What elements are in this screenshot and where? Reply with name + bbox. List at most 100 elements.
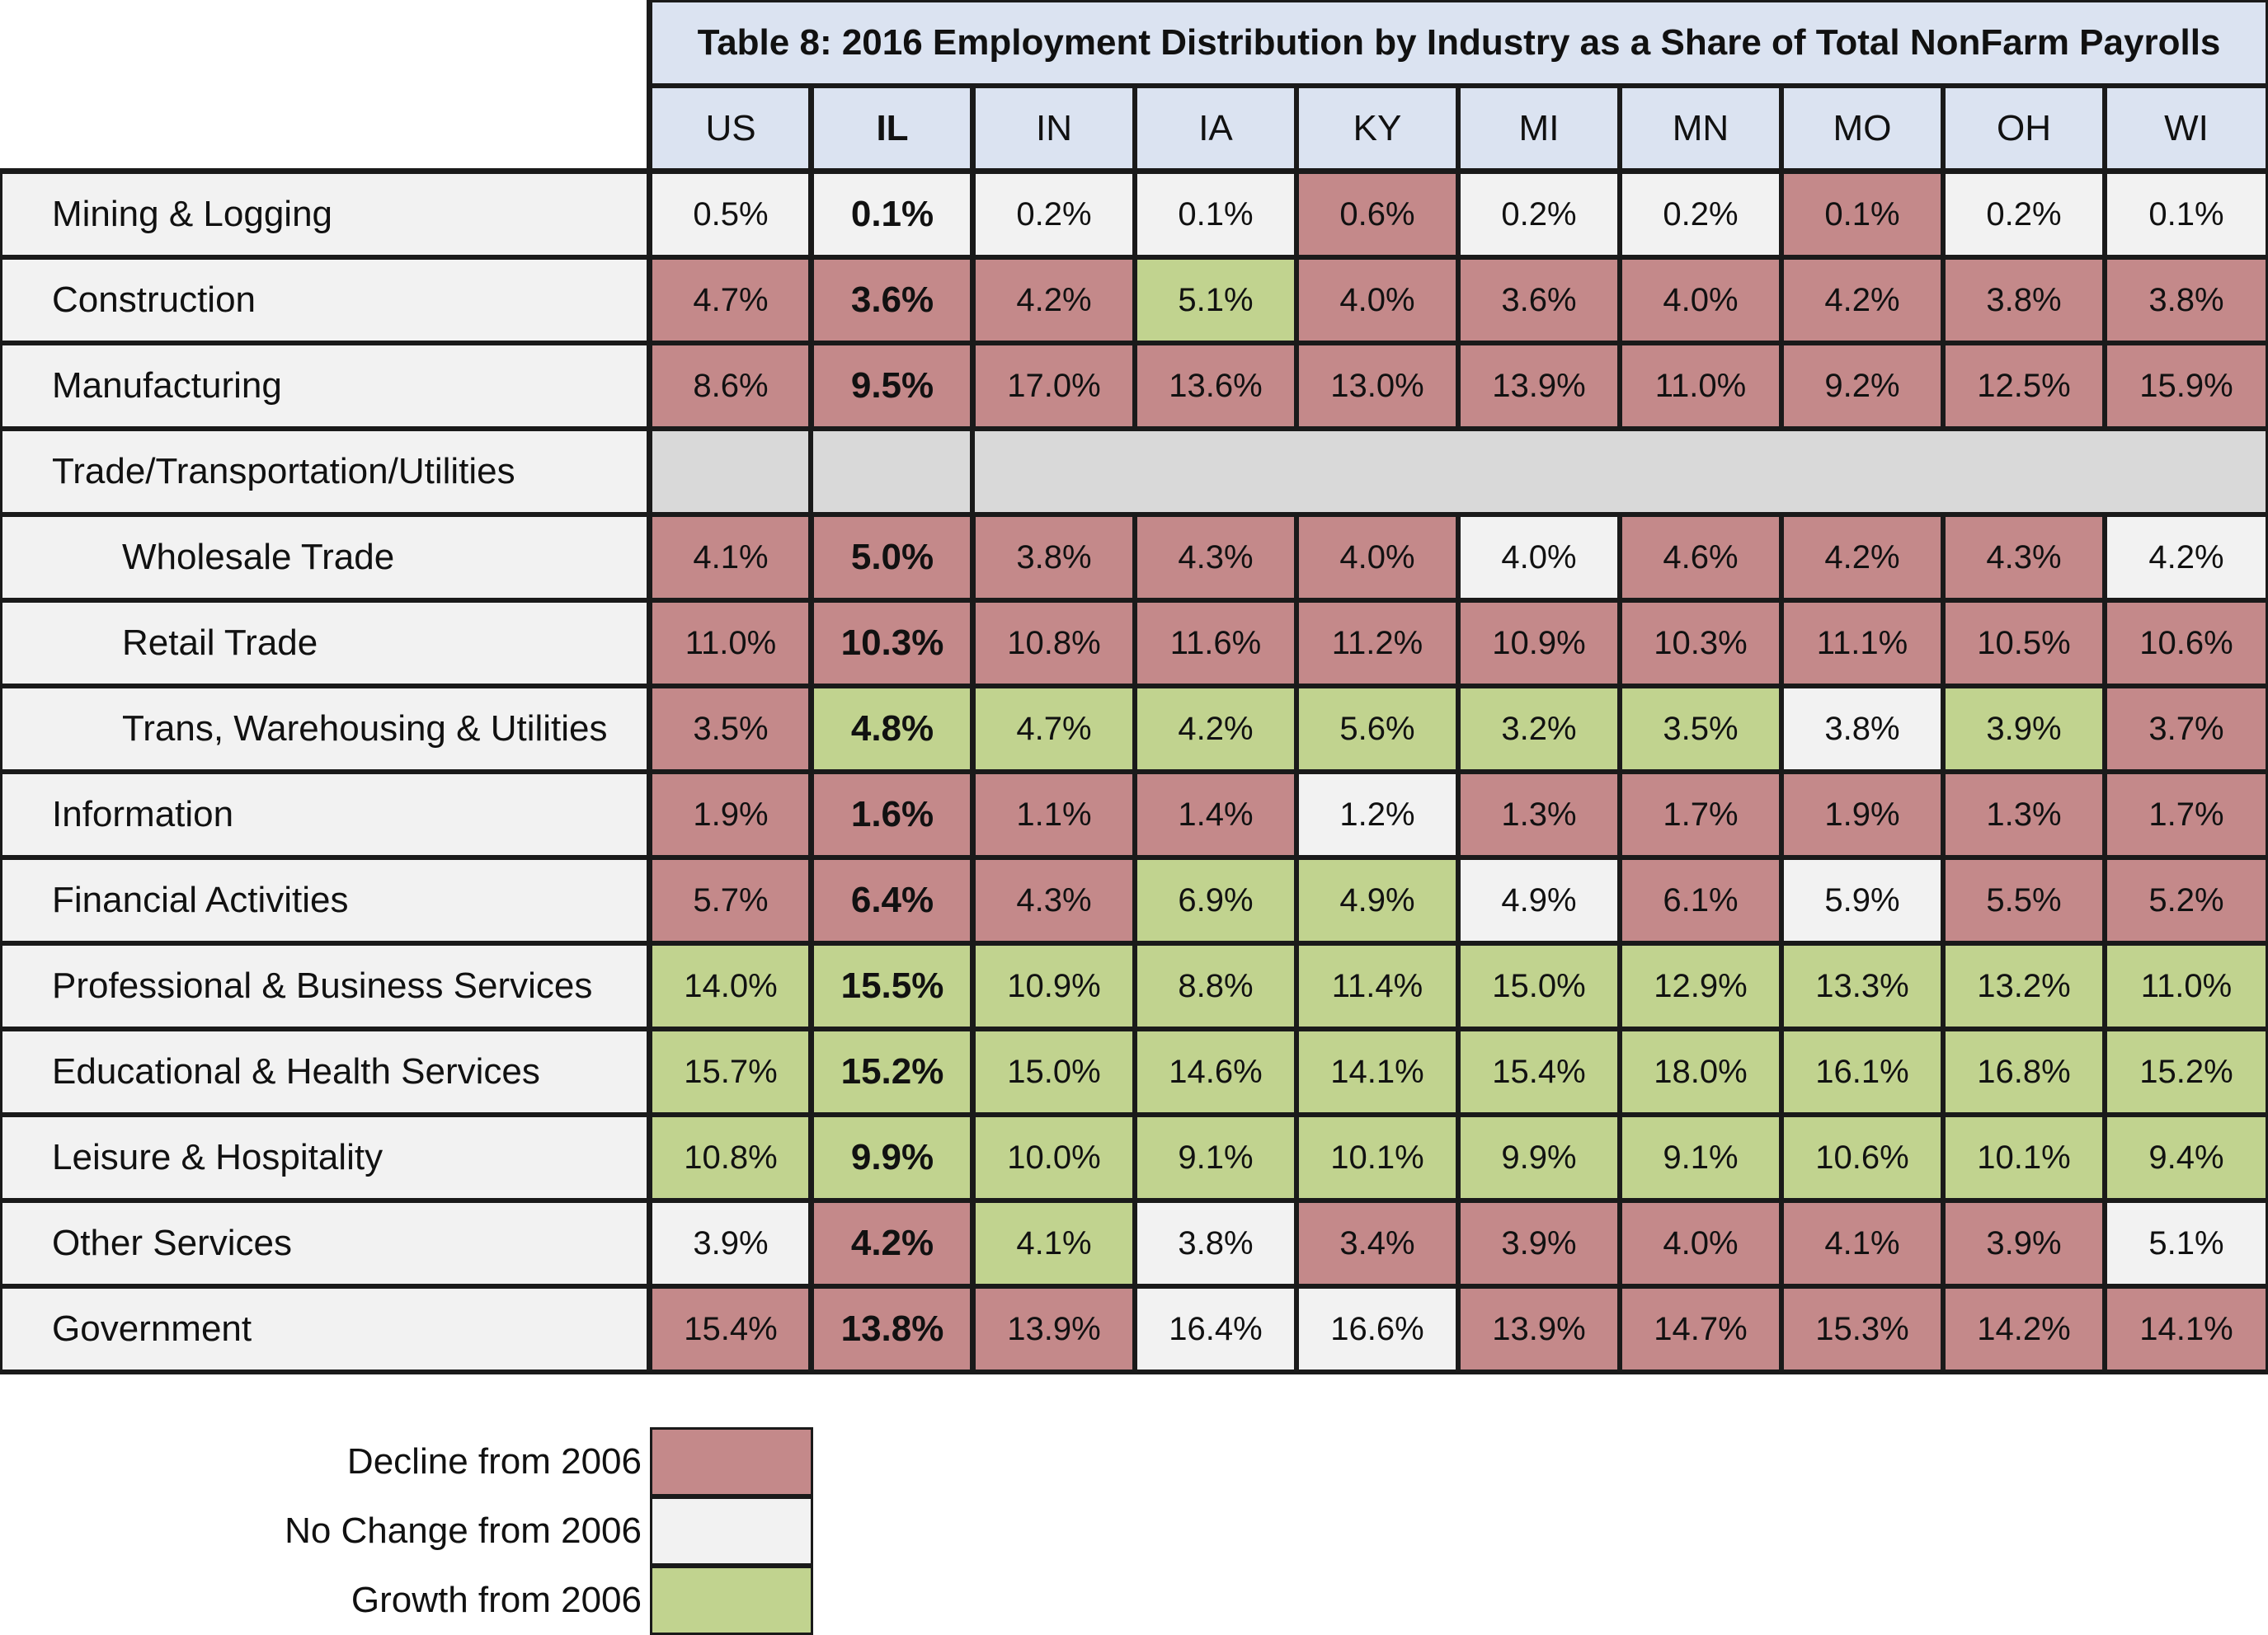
table-cell: 4.2% <box>2105 514 2268 600</box>
table-cell: 1.7% <box>1620 772 1781 857</box>
section-spacer-cell <box>650 429 2268 514</box>
table-cell: 16.8% <box>1943 1029 2105 1115</box>
table-cell: 4.6% <box>1620 514 1781 600</box>
column-header-wi: WI <box>2105 86 2268 171</box>
table-cell: 15.0% <box>973 1029 1135 1115</box>
table-cell: 4.2% <box>1135 686 1296 772</box>
border-line <box>808 86 813 1372</box>
table-cell: 4.3% <box>973 857 1135 943</box>
table-cell: 4.0% <box>1620 257 1781 343</box>
border-line <box>647 0 652 1372</box>
table-cell: 15.2% <box>2105 1029 2268 1115</box>
table-cell: 12.5% <box>1943 343 2105 429</box>
row-label: Manufacturing <box>0 343 650 429</box>
row-label: Information <box>0 772 650 857</box>
legend-label: Decline from 2006 <box>346 1441 642 1482</box>
table-cell: 1.4% <box>1135 772 1296 857</box>
row-label: Trans, Warehousing & Utilities <box>0 686 650 772</box>
table-cell: 9.5% <box>812 343 973 429</box>
table-cell: 5.2% <box>2105 857 2268 943</box>
table-title: Table 8: 2016 Employment Distribution by… <box>650 0 2268 86</box>
table-cell: 3.9% <box>1943 1200 2105 1286</box>
table-cell: 0.1% <box>1781 171 1943 257</box>
table-cell: 10.8% <box>650 1115 812 1200</box>
table-cell: 0.5% <box>650 171 812 257</box>
table-cell: 6.9% <box>1135 857 1296 943</box>
table-cell: 5.5% <box>1943 857 2105 943</box>
table-cell: 5.9% <box>1781 857 1943 943</box>
border-line <box>0 168 2268 173</box>
row-label: Mining & Logging <box>0 171 650 257</box>
table-cell: 10.6% <box>2105 600 2268 686</box>
border-line <box>970 86 975 1372</box>
row-label: Other Services <box>0 1200 650 1286</box>
column-header-oh: OH <box>1943 86 2105 171</box>
table-cell: 4.1% <box>973 1200 1135 1286</box>
table-cell: 15.2% <box>812 1029 973 1115</box>
table-cell: 4.7% <box>650 257 812 343</box>
table-cell: 11.0% <box>2105 943 2268 1029</box>
row-label: Retail Trade <box>0 600 650 686</box>
table-cell: 1.6% <box>812 772 973 857</box>
table-cell: 9.1% <box>1620 1115 1781 1200</box>
table-cell: 3.6% <box>1458 257 1620 343</box>
table-cell: 12.9% <box>1620 943 1781 1029</box>
table-cell: 5.7% <box>650 857 812 943</box>
table-cell: 10.5% <box>1943 600 2105 686</box>
row-label: Leisure & Hospitality <box>0 1115 650 1200</box>
table-cell: 1.9% <box>1781 772 1943 857</box>
table-cell: 10.3% <box>812 600 973 686</box>
table-cell: 13.0% <box>1296 343 1458 429</box>
table-cell: 3.5% <box>1620 686 1781 772</box>
legend-swatch <box>650 1496 813 1566</box>
table-cell: 3.2% <box>1458 686 1620 772</box>
table-cell: 4.2% <box>1781 257 1943 343</box>
table-cell: 3.8% <box>1135 1200 1296 1286</box>
table-cell: 14.7% <box>1620 1286 1781 1372</box>
row-label: Educational & Health Services <box>0 1029 650 1115</box>
table-cell: 9.2% <box>1781 343 1943 429</box>
table-cell: 10.3% <box>1620 600 1781 686</box>
table-cell: 13.6% <box>1135 343 1296 429</box>
table-cell: 14.1% <box>1296 1029 1458 1115</box>
table-cell: 11.0% <box>1620 343 1781 429</box>
table-cell: 15.4% <box>1458 1029 1620 1115</box>
legend-label: No Change from 2006 <box>285 1510 642 1551</box>
table-cell: 4.3% <box>1943 514 2105 600</box>
table-cell: 13.8% <box>812 1286 973 1372</box>
row-label: Trade/Transportation/Utilities <box>0 429 650 514</box>
table-cell: 9.1% <box>1135 1115 1296 1200</box>
table-cell: 11.1% <box>1781 600 1943 686</box>
table-cell: 5.1% <box>2105 1200 2268 1286</box>
border-line <box>0 1370 2268 1374</box>
table-cell: 9.9% <box>1458 1115 1620 1200</box>
table-cell: 3.7% <box>2105 686 2268 772</box>
table-cell: 13.9% <box>973 1286 1135 1372</box>
legend-swatch <box>650 1566 813 1635</box>
column-header-us: US <box>650 86 812 171</box>
table-cell: 3.8% <box>1943 257 2105 343</box>
column-header-mi: MI <box>1458 86 1620 171</box>
column-header-ia: IA <box>1135 86 1296 171</box>
table-cell: 10.1% <box>1296 1115 1458 1200</box>
table-cell: 14.2% <box>1943 1286 2105 1372</box>
table-cell: 4.0% <box>1296 514 1458 600</box>
table-cell: 4.2% <box>812 1200 973 1286</box>
table-cell: 3.6% <box>812 257 973 343</box>
table-cell: 9.9% <box>812 1115 973 1200</box>
table-cell: 11.0% <box>650 600 812 686</box>
column-header-ky: KY <box>1296 86 1458 171</box>
table-cell: 15.0% <box>1458 943 1620 1029</box>
table-cell: 0.1% <box>1135 171 1296 257</box>
table-cell: 3.9% <box>650 1200 812 1286</box>
table-cell: 9.4% <box>2105 1115 2268 1200</box>
table-cell: 15.7% <box>650 1029 812 1115</box>
table-cell: 4.0% <box>1296 257 1458 343</box>
table-cell: 0.1% <box>2105 171 2268 257</box>
table-cell: 10.8% <box>973 600 1135 686</box>
table-cell: 1.1% <box>973 772 1135 857</box>
table-cell: 4.9% <box>1296 857 1458 943</box>
table-cell: 4.0% <box>1458 514 1620 600</box>
table-cell: 10.6% <box>1781 1115 1943 1200</box>
table-cell: 14.6% <box>1135 1029 1296 1115</box>
